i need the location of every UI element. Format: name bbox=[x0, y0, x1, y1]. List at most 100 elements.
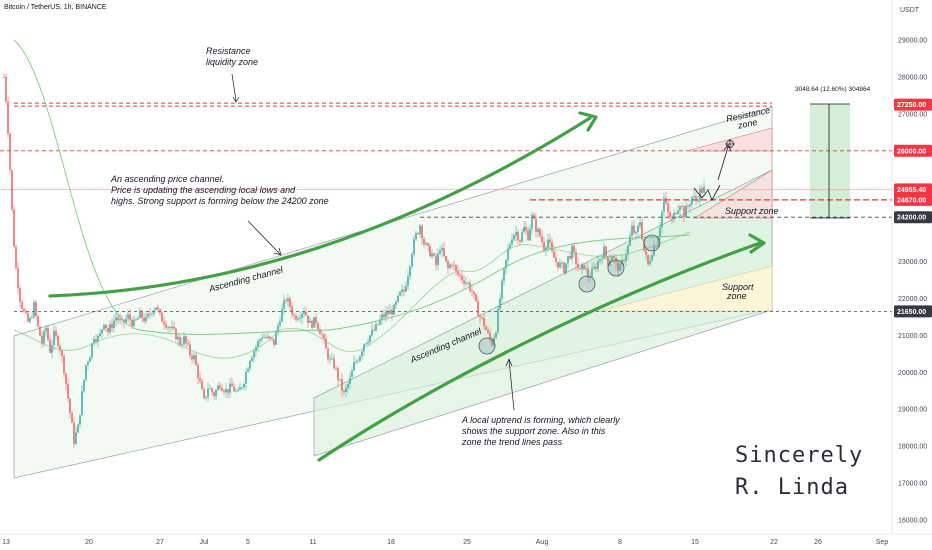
candle-down bbox=[65, 373, 67, 384]
y-tick-label: 27000.00 bbox=[898, 111, 927, 118]
candle-up bbox=[651, 255, 653, 261]
candle-down bbox=[383, 314, 385, 318]
price-tag-label: 26000.00 bbox=[897, 148, 926, 155]
candle-up bbox=[251, 357, 253, 361]
candle-up bbox=[85, 365, 87, 380]
candle-up bbox=[601, 258, 603, 260]
candle-up bbox=[241, 387, 243, 388]
candle-up bbox=[419, 225, 421, 234]
candle-down bbox=[647, 254, 649, 265]
x-tick-label: 25 bbox=[463, 539, 471, 546]
price-axis[interactable]: 29000.00 28000.00 27000.00 23000.00 22000.00… bbox=[898, 38, 927, 525]
candle-up bbox=[99, 333, 101, 337]
candle-up bbox=[287, 298, 289, 302]
candle-up bbox=[677, 210, 679, 214]
candle-down bbox=[579, 267, 581, 270]
x-tick-label: Jul bbox=[200, 539, 209, 546]
candle-down bbox=[15, 246, 17, 269]
candle-up bbox=[75, 432, 77, 444]
candle-up bbox=[393, 304, 395, 315]
candle-up bbox=[547, 239, 549, 248]
price-tag bbox=[894, 211, 932, 224]
candle-up bbox=[691, 197, 693, 205]
candle-down bbox=[549, 239, 551, 243]
candle-up bbox=[649, 260, 651, 265]
candle-down bbox=[179, 336, 181, 345]
candle-down bbox=[459, 274, 461, 276]
price-tag bbox=[894, 144, 932, 157]
candle-down bbox=[325, 338, 327, 349]
candle-up bbox=[515, 231, 517, 236]
candle-up bbox=[135, 319, 137, 321]
support-touch-circle bbox=[578, 275, 596, 293]
candle-down bbox=[69, 398, 71, 413]
candle-down bbox=[295, 316, 297, 320]
price-tag-label: 24200.00 bbox=[897, 215, 926, 222]
candle-down bbox=[587, 268, 589, 278]
candle-up bbox=[33, 302, 35, 318]
candle-down bbox=[605, 246, 607, 257]
candle-up bbox=[629, 235, 631, 246]
candle-up bbox=[369, 335, 371, 342]
candle-down bbox=[37, 315, 39, 327]
candle-up bbox=[589, 276, 591, 278]
candle-down bbox=[665, 197, 667, 203]
candle-up bbox=[619, 264, 621, 271]
candle-down bbox=[617, 262, 619, 271]
candle-up bbox=[177, 336, 179, 340]
candle-down bbox=[59, 345, 61, 351]
candle-down bbox=[49, 339, 51, 353]
candle-up bbox=[87, 361, 89, 366]
candle-down bbox=[595, 266, 597, 269]
candle-up bbox=[259, 339, 261, 342]
candle-down bbox=[427, 243, 429, 246]
candle-down bbox=[105, 324, 107, 329]
candle-up bbox=[113, 320, 115, 328]
candle-up bbox=[415, 233, 417, 240]
candle-up bbox=[89, 357, 91, 362]
candle-up bbox=[561, 262, 563, 264]
candle-down bbox=[655, 246, 657, 248]
candle-down bbox=[527, 230, 529, 241]
y-tick-label: 20000.00 bbox=[898, 370, 927, 377]
candle-up bbox=[133, 319, 135, 327]
candle-up bbox=[437, 253, 439, 266]
candle-down bbox=[305, 312, 307, 316]
candle-up bbox=[501, 280, 503, 299]
candle-down bbox=[271, 338, 273, 340]
candle-up bbox=[345, 387, 347, 392]
x-tick-label: 11 bbox=[309, 539, 316, 546]
candle-up bbox=[495, 332, 497, 338]
candle-down bbox=[433, 253, 435, 256]
candle-up bbox=[253, 350, 255, 358]
candle-down bbox=[323, 334, 325, 339]
candle-down bbox=[573, 245, 575, 253]
candle-down bbox=[335, 368, 337, 369]
resistance-pointer-head bbox=[232, 96, 240, 103]
candle-up bbox=[611, 256, 613, 261]
x-tick-label: 5 bbox=[246, 539, 250, 546]
candle-down bbox=[289, 298, 291, 307]
candle-up bbox=[151, 313, 153, 315]
candle-up bbox=[351, 370, 353, 378]
time-axis[interactable]: 13 20 27 Jul 5 11 18 25 Aug 8 15 22 26 Sep bbox=[2, 539, 888, 546]
price-tag bbox=[894, 98, 932, 111]
candle-down bbox=[687, 205, 689, 207]
candle-up bbox=[331, 358, 333, 360]
candle-up bbox=[357, 360, 359, 362]
currency-label: USDT bbox=[900, 7, 920, 14]
candle-down bbox=[55, 330, 57, 336]
candle-up bbox=[261, 337, 263, 340]
candle-up bbox=[411, 254, 413, 267]
candle-down bbox=[317, 323, 319, 330]
candle-down bbox=[387, 312, 389, 315]
moving-average-slow bbox=[13, 39, 691, 335]
chart-zones bbox=[13, 104, 850, 479]
candle-down bbox=[185, 336, 187, 344]
candle-down bbox=[173, 326, 175, 329]
candle-up bbox=[509, 244, 511, 249]
candle-down bbox=[473, 291, 475, 295]
candle-up bbox=[381, 314, 383, 320]
candle-down bbox=[671, 217, 673, 219]
